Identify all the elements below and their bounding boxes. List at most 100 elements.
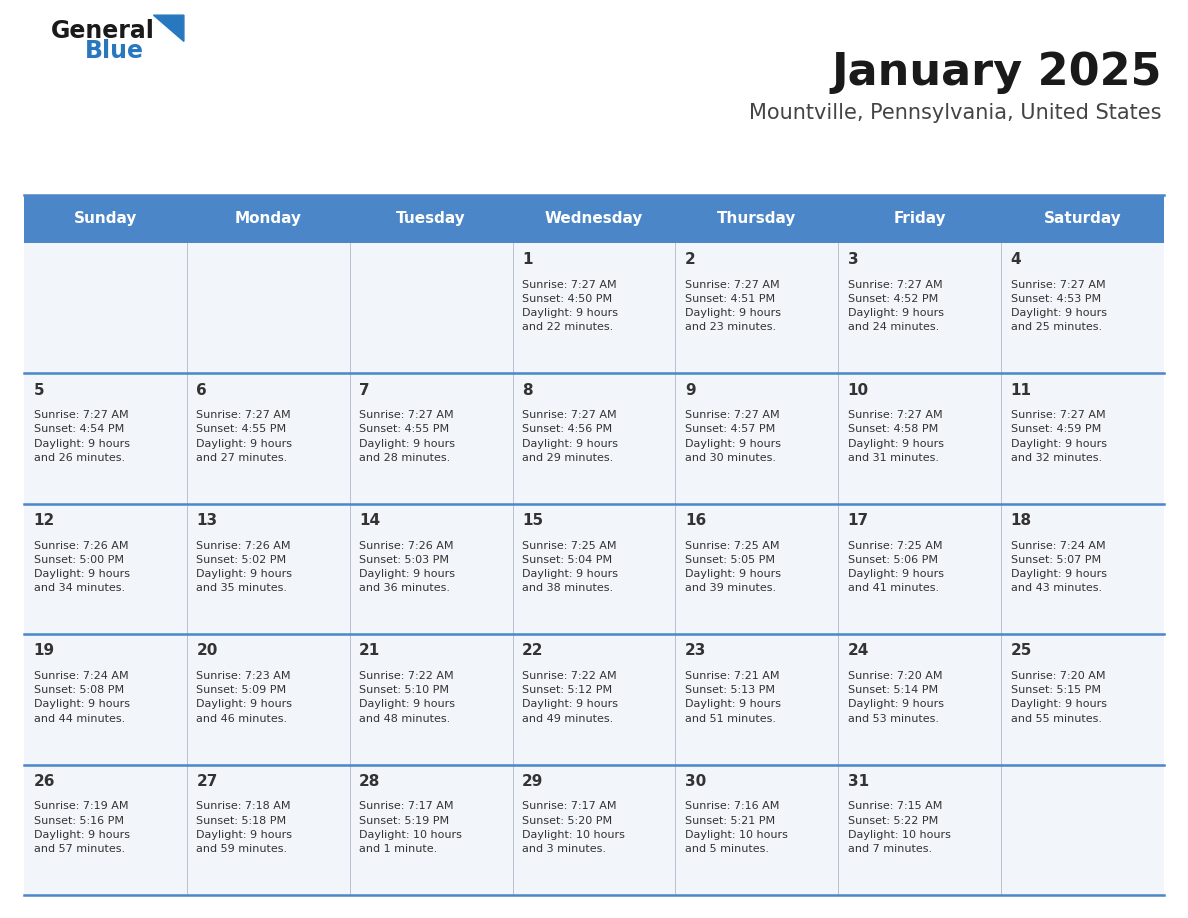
Text: 3: 3 [848, 252, 859, 267]
Text: 29: 29 [522, 774, 543, 789]
Text: Daylight: 9 hours: Daylight: 9 hours [359, 569, 455, 579]
Text: Sunrise: 7:22 AM: Sunrise: 7:22 AM [359, 671, 454, 681]
Text: and 28 minutes.: and 28 minutes. [359, 453, 450, 463]
Text: Sunset: 5:02 PM: Sunset: 5:02 PM [196, 554, 286, 565]
Text: and 48 minutes.: and 48 minutes. [359, 713, 450, 723]
Text: Sunrise: 7:26 AM: Sunrise: 7:26 AM [359, 541, 454, 551]
Text: Daylight: 9 hours: Daylight: 9 hours [33, 830, 129, 840]
Text: Sunrise: 7:20 AM: Sunrise: 7:20 AM [1011, 671, 1105, 681]
Text: 15: 15 [522, 513, 543, 528]
Text: Sunrise: 7:24 AM: Sunrise: 7:24 AM [1011, 541, 1105, 551]
Text: Sunrise: 7:27 AM: Sunrise: 7:27 AM [848, 280, 942, 290]
Text: and 25 minutes.: and 25 minutes. [1011, 322, 1101, 332]
Text: Sunrise: 7:26 AM: Sunrise: 7:26 AM [196, 541, 291, 551]
Text: 5: 5 [33, 383, 44, 397]
Text: Sunrise: 7:27 AM: Sunrise: 7:27 AM [359, 410, 454, 420]
Text: 2: 2 [685, 252, 696, 267]
Text: Sunrise: 7:16 AM: Sunrise: 7:16 AM [685, 801, 779, 812]
Text: and 39 minutes.: and 39 minutes. [685, 583, 776, 593]
Text: Daylight: 10 hours: Daylight: 10 hours [359, 830, 462, 840]
Text: Sunset: 5:08 PM: Sunset: 5:08 PM [33, 685, 124, 695]
Text: January 2025: January 2025 [832, 50, 1162, 94]
Text: Sunrise: 7:27 AM: Sunrise: 7:27 AM [522, 280, 617, 290]
Text: Sunrise: 7:27 AM: Sunrise: 7:27 AM [1011, 280, 1105, 290]
Text: Sunset: 5:20 PM: Sunset: 5:20 PM [522, 815, 612, 825]
Text: Sunset: 5:14 PM: Sunset: 5:14 PM [848, 685, 937, 695]
Polygon shape [153, 15, 184, 41]
Text: 6: 6 [196, 383, 207, 397]
Text: Sunrise: 7:15 AM: Sunrise: 7:15 AM [848, 801, 942, 812]
Text: Sunset: 5:19 PM: Sunset: 5:19 PM [359, 815, 449, 825]
Text: Thursday: Thursday [718, 211, 796, 227]
Text: Wednesday: Wednesday [545, 211, 643, 227]
Text: Sunset: 4:55 PM: Sunset: 4:55 PM [196, 424, 286, 434]
Text: Sunrise: 7:18 AM: Sunrise: 7:18 AM [196, 801, 291, 812]
Text: and 7 minutes.: and 7 minutes. [848, 844, 931, 854]
Text: Daylight: 9 hours: Daylight: 9 hours [685, 700, 781, 710]
Text: Tuesday: Tuesday [397, 211, 466, 227]
Text: Sunset: 5:05 PM: Sunset: 5:05 PM [685, 554, 775, 565]
Text: Daylight: 9 hours: Daylight: 9 hours [359, 439, 455, 449]
Text: Sunset: 5:22 PM: Sunset: 5:22 PM [848, 815, 939, 825]
Text: Monday: Monday [235, 211, 302, 227]
Text: Sunset: 5:03 PM: Sunset: 5:03 PM [359, 554, 449, 565]
Text: Blue: Blue [86, 39, 144, 62]
Text: and 27 minutes.: and 27 minutes. [196, 453, 287, 463]
Text: 27: 27 [196, 774, 217, 789]
Text: Daylight: 9 hours: Daylight: 9 hours [196, 439, 292, 449]
Text: Sunrise: 7:27 AM: Sunrise: 7:27 AM [33, 410, 128, 420]
Text: Sunset: 4:53 PM: Sunset: 4:53 PM [1011, 294, 1101, 304]
Text: 8: 8 [522, 383, 532, 397]
Text: Daylight: 9 hours: Daylight: 9 hours [848, 439, 943, 449]
Text: Sunrise: 7:17 AM: Sunrise: 7:17 AM [522, 801, 617, 812]
Text: Daylight: 9 hours: Daylight: 9 hours [848, 308, 943, 319]
Text: 9: 9 [685, 383, 695, 397]
Text: 11: 11 [1011, 383, 1031, 397]
Text: Sunset: 5:09 PM: Sunset: 5:09 PM [196, 685, 286, 695]
Text: Daylight: 9 hours: Daylight: 9 hours [1011, 439, 1107, 449]
Text: and 38 minutes.: and 38 minutes. [522, 583, 613, 593]
Text: Daylight: 10 hours: Daylight: 10 hours [685, 830, 788, 840]
Text: Sunrise: 7:25 AM: Sunrise: 7:25 AM [685, 541, 779, 551]
Text: 12: 12 [33, 513, 55, 528]
Text: Daylight: 9 hours: Daylight: 9 hours [685, 439, 781, 449]
Text: Sunrise: 7:27 AM: Sunrise: 7:27 AM [522, 410, 617, 420]
Text: and 23 minutes.: and 23 minutes. [685, 322, 776, 332]
Text: Sunset: 5:04 PM: Sunset: 5:04 PM [522, 554, 612, 565]
Text: and 31 minutes.: and 31 minutes. [848, 453, 939, 463]
Text: Sunrise: 7:25 AM: Sunrise: 7:25 AM [522, 541, 617, 551]
Text: Daylight: 9 hours: Daylight: 9 hours [522, 700, 618, 710]
Text: 20: 20 [196, 644, 217, 658]
Text: Sunset: 5:06 PM: Sunset: 5:06 PM [848, 554, 937, 565]
Text: Daylight: 9 hours: Daylight: 9 hours [33, 439, 129, 449]
Text: 1: 1 [522, 252, 532, 267]
Text: and 59 minutes.: and 59 minutes. [196, 844, 287, 854]
Text: and 26 minutes.: and 26 minutes. [33, 453, 125, 463]
Text: General: General [51, 18, 154, 42]
Text: Sunset: 5:21 PM: Sunset: 5:21 PM [685, 815, 775, 825]
Text: Sunrise: 7:24 AM: Sunrise: 7:24 AM [33, 671, 128, 681]
Text: Sunset: 4:59 PM: Sunset: 4:59 PM [1011, 424, 1101, 434]
Text: Sunrise: 7:19 AM: Sunrise: 7:19 AM [33, 801, 128, 812]
Text: Sunrise: 7:27 AM: Sunrise: 7:27 AM [196, 410, 291, 420]
Text: Daylight: 9 hours: Daylight: 9 hours [522, 569, 618, 579]
Text: 21: 21 [359, 644, 380, 658]
Text: Sunrise: 7:22 AM: Sunrise: 7:22 AM [522, 671, 617, 681]
Text: Sunset: 5:18 PM: Sunset: 5:18 PM [196, 815, 286, 825]
Text: Sunrise: 7:20 AM: Sunrise: 7:20 AM [848, 671, 942, 681]
Text: 7: 7 [359, 383, 369, 397]
Text: 17: 17 [848, 513, 868, 528]
Text: Sunday: Sunday [74, 211, 137, 227]
Text: and 53 minutes.: and 53 minutes. [848, 713, 939, 723]
Text: Daylight: 9 hours: Daylight: 9 hours [522, 439, 618, 449]
Text: Daylight: 9 hours: Daylight: 9 hours [1011, 569, 1107, 579]
Text: and 36 minutes.: and 36 minutes. [359, 583, 450, 593]
Text: Daylight: 9 hours: Daylight: 9 hours [359, 700, 455, 710]
Text: Sunrise: 7:27 AM: Sunrise: 7:27 AM [848, 410, 942, 420]
Text: Mountville, Pennsylvania, United States: Mountville, Pennsylvania, United States [750, 103, 1162, 123]
Text: Sunset: 4:52 PM: Sunset: 4:52 PM [848, 294, 939, 304]
Text: Friday: Friday [893, 211, 946, 227]
Text: and 30 minutes.: and 30 minutes. [685, 453, 776, 463]
Text: Sunset: 5:16 PM: Sunset: 5:16 PM [33, 815, 124, 825]
Text: Daylight: 9 hours: Daylight: 9 hours [848, 569, 943, 579]
